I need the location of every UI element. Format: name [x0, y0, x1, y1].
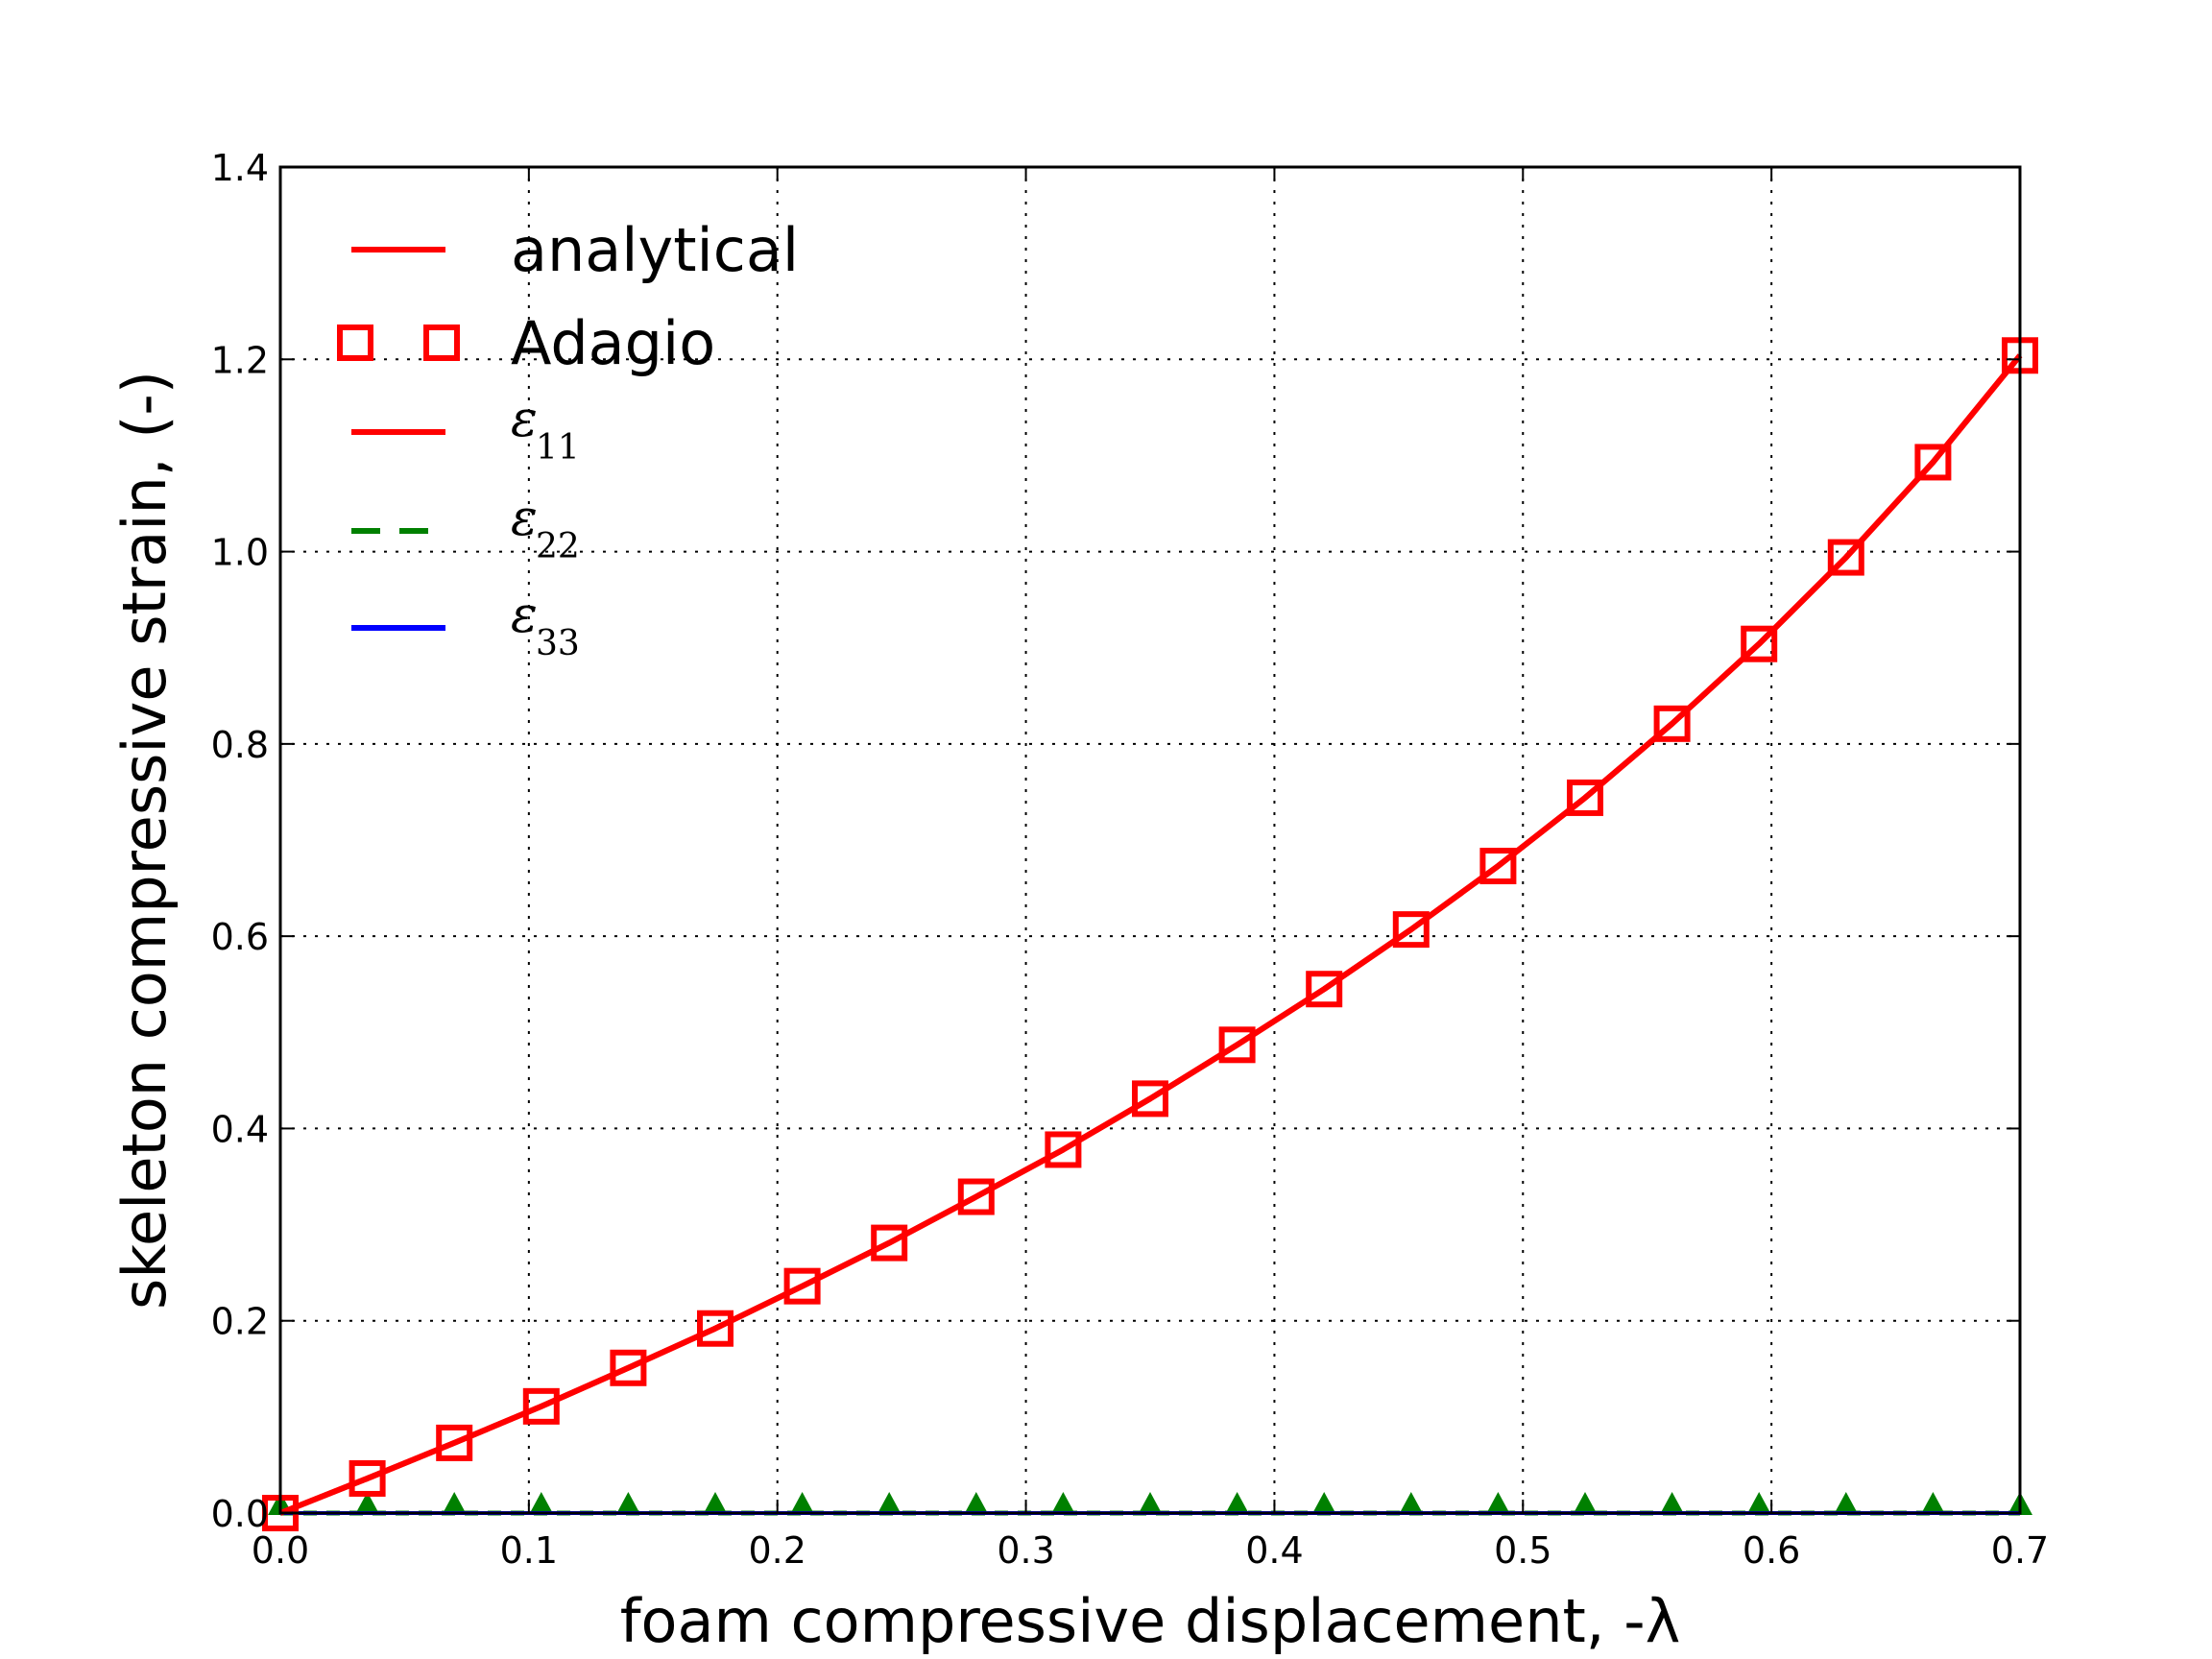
y-tick-label: 1.2 [211, 339, 269, 381]
triangle-point-e22 [1398, 1492, 1424, 1515]
adagio-square-point [1392, 911, 1430, 949]
adagio-square-point [957, 1178, 995, 1215]
legend-label-subscript: 22 [536, 527, 580, 566]
adagio-square-point [1741, 625, 1778, 662]
triangle-point-e22 [877, 1492, 902, 1515]
adagio-square-point [783, 1267, 821, 1305]
x-tick-label: 0.1 [500, 1529, 558, 1572]
plot-frame [278, 165, 2022, 1515]
triangle-point-e22 [1050, 1492, 1076, 1515]
x-tick-label: 0.3 [997, 1529, 1054, 1572]
adagio-square-point [697, 1310, 733, 1347]
adagio-square-point [871, 1224, 908, 1262]
triangle-point-e22 [789, 1492, 815, 1515]
adagio-square-point [349, 1459, 386, 1497]
triangle-point-e22 [1573, 1492, 1598, 1515]
legend-label: ε [511, 391, 538, 448]
triangle-point-e22 [1833, 1492, 1859, 1515]
x-tick-label: 0.0 [252, 1529, 309, 1572]
legend-label: ε [511, 490, 538, 547]
line-e11 [278, 353, 2023, 1516]
triangle-point-e22 [1485, 1492, 1511, 1515]
adagio-square-point [610, 1349, 647, 1386]
triangle-point-e22 [615, 1492, 641, 1515]
tick-marks [279, 166, 2021, 1514]
legend-label-subscript: 11 [536, 428, 580, 468]
x-tick-label: 0.2 [748, 1529, 805, 1572]
triangle-point-e22 [1224, 1492, 1250, 1515]
y-tick-label: 0.6 [211, 916, 269, 958]
x-tick-label: 0.6 [1743, 1529, 1800, 1572]
triangle-point-e22 [442, 1492, 468, 1515]
x-axis-title: foam compressive displacement, -λ [620, 1586, 1681, 1656]
adagio-square-point [1567, 779, 1603, 816]
x-tick-label: 0.4 [1245, 1529, 1303, 1572]
adagio-square-point [1132, 1080, 1168, 1118]
x-tick-label: 0.7 [1991, 1529, 2049, 1572]
adagio-square-point [1045, 1131, 1082, 1168]
adagio-square-point [522, 1387, 560, 1425]
triangle-point-e22 [1920, 1492, 1946, 1515]
legend-square-swatch [337, 325, 373, 361]
legend-label: ε [511, 587, 538, 644]
adagio-square-point [1479, 848, 1517, 885]
legend-label: analytical [511, 215, 799, 285]
triangle-point-e22 [1138, 1492, 1163, 1515]
y-tick-label: 0.8 [211, 724, 269, 766]
triangle-point-e22 [1311, 1492, 1337, 1515]
grid-lines [280, 167, 2020, 1513]
x-tick-label: 0.5 [1494, 1529, 1551, 1572]
legend-square-swatch [423, 325, 460, 361]
adagio-square-point [436, 1424, 473, 1461]
triangle-point-e22 [1659, 1492, 1685, 1515]
legend-label: Adagio [511, 308, 715, 378]
y-tick-label: 0.2 [211, 1301, 269, 1343]
adagio-square-point [1653, 705, 1691, 742]
adagio-square-point [1306, 971, 1343, 1008]
adagio-square-point [1914, 444, 1952, 481]
adagio-square-point [1218, 1026, 1256, 1064]
y-tick-label: 0.0 [211, 1493, 269, 1535]
y-tick-label: 1.0 [211, 532, 269, 574]
y-tick-label: 0.4 [211, 1108, 269, 1150]
triangle-point-e22 [354, 1492, 380, 1515]
triangle-point-e22 [963, 1492, 989, 1515]
triangle-point-e22 [703, 1492, 728, 1515]
tick-labels: 0.0 0.1 0.2 0.3 0.4 0.5 0.6 0.7 0.0 0.2 0.4 0.6 0.8 1… [211, 147, 2050, 1572]
legend-label-subscript: 33 [536, 624, 580, 663]
triangle-point-e22 [528, 1492, 554, 1515]
triangle-point-e22 [1746, 1492, 1772, 1515]
adagio-square-point [1827, 539, 1864, 576]
y-tick-label: 1.4 [211, 147, 269, 189]
y-axis-title: skeleton compressive strain, (-) [109, 371, 180, 1310]
